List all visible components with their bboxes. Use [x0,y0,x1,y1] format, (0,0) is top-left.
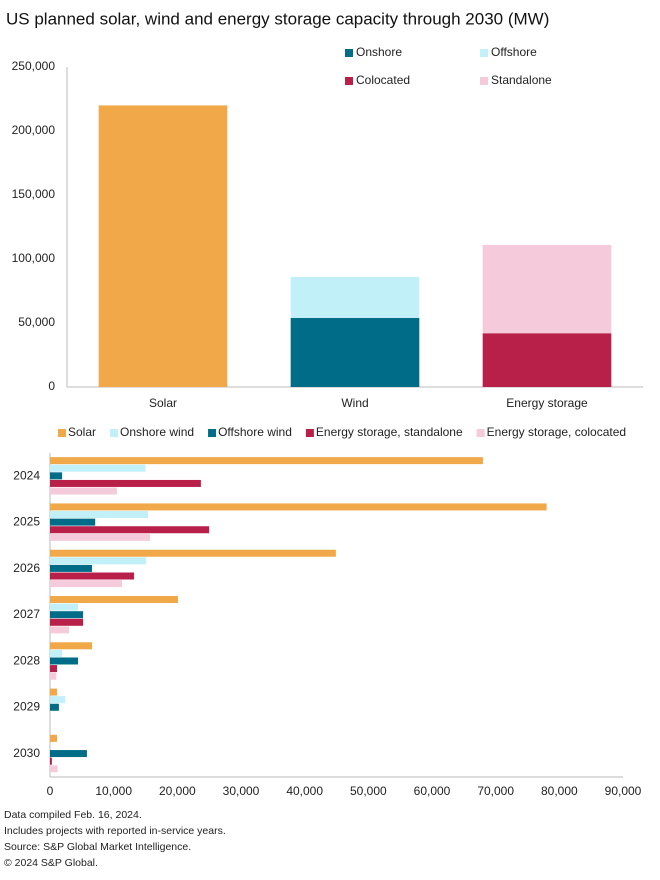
y-tick-label: 2026 [13,561,40,575]
legend-swatch [480,77,488,85]
y-tick-label: 0 [48,379,55,393]
bar [50,611,84,619]
y-tick-label: 2024 [13,468,40,482]
x-tick-label: Solar [149,396,177,410]
bar [50,750,87,758]
legend-swatch [345,77,353,85]
bar [50,511,149,519]
bar [50,603,79,611]
bar [50,642,93,650]
legend-swatch [480,49,488,57]
legend-swatch [305,429,314,437]
bar [50,696,66,704]
bar-segment [98,105,228,388]
x-tick-label: 80,000 [541,784,578,798]
x-tick-label: 40,000 [286,784,323,798]
y-tick-label: 250,000 [12,59,56,73]
bar [50,503,547,511]
x-tick-label: 30,000 [223,784,260,798]
footnote: Source: S&P Global Market Intelligence. [4,841,191,853]
bar [50,703,59,711]
legend-label: Standalone [491,73,552,87]
y-tick-label: 150,000 [12,187,56,201]
bar [50,618,84,626]
bar [50,533,150,541]
bar-segment [482,244,612,334]
x-tick-label: 0 [47,784,54,798]
legend-swatch [476,429,485,437]
bar-segment [290,317,420,387]
legend-swatch [110,429,119,437]
footnote: Data compiled Feb. 16, 2024. [4,809,142,821]
bar [50,665,58,673]
legend-label: Energy storage, standalone [316,425,463,439]
bar [50,765,58,773]
bar [50,457,483,465]
y-tick-label: 200,000 [12,123,56,137]
x-tick-label: 50,000 [350,784,387,798]
x-tick-label: 90,000 [605,784,642,798]
legend-label: Offshore wind [218,425,292,439]
bar [50,549,336,557]
bar-segment [482,333,612,387]
bar [50,580,122,588]
legend-label: Solar [68,425,96,439]
y-tick-label: 50,000 [18,315,55,329]
bar [50,572,135,580]
y-tick-label: 2025 [13,515,40,529]
bar [50,557,147,565]
bar [50,672,57,680]
bar [50,626,70,634]
bar [50,518,96,526]
bar [50,479,201,487]
bar [50,564,93,572]
legend-label: Colocated [356,73,410,87]
footnote: © 2024 S&P Global. [4,857,98,869]
bar [50,472,63,480]
x-tick-label: Wind [341,396,368,410]
y-tick-label: 2027 [13,607,40,621]
y-tick-label: 100,000 [12,251,56,265]
legend-swatch [345,49,353,57]
legend-label: Energy storage, colocated [487,425,626,439]
y-tick-label: 2029 [13,700,40,714]
bar [50,657,79,665]
legend-label: Offshore [491,45,537,59]
bar [50,596,178,603]
x-tick-label: 20,000 [159,784,196,798]
bar [50,464,146,472]
x-tick-label: 70,000 [477,784,514,798]
bar [50,649,63,657]
y-tick-label: 2028 [13,653,40,667]
bar-segment [290,276,420,318]
bar [50,734,58,742]
legend-swatch [58,429,66,437]
chart-title: US planned solar, wind and energy storag… [6,9,549,28]
x-tick-label: 60,000 [414,784,451,798]
footnote: Includes projects with reported in-servi… [4,825,226,837]
bar [50,526,210,534]
x-tick-label: 10,000 [95,784,132,798]
legend-label: Onshore [356,45,402,59]
x-tick-label: Energy storage [506,396,588,410]
bar [50,688,58,696]
legend-swatch [208,429,217,437]
legend-label: Onshore wind [120,425,194,439]
bar [50,757,52,765]
y-tick-label: 2030 [13,746,40,760]
bar [50,487,117,495]
